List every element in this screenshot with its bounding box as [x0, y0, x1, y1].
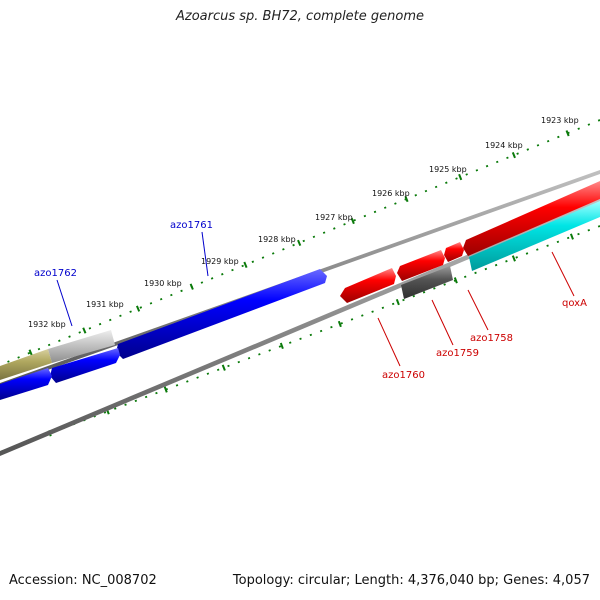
kbp-label-1923: 1923 kbp — [541, 116, 579, 125]
major-tick — [337, 320, 342, 328]
major-tick — [458, 173, 463, 181]
outer-tick-ring — [0, 119, 600, 366]
major-tick — [569, 233, 574, 240]
kbp-label-1925: 1925 kbp — [429, 165, 467, 174]
gene-azo1760[interactable] — [340, 268, 396, 303]
major-tick — [511, 255, 516, 262]
gene-label-azo1760[interactable]: azo1760 — [382, 370, 425, 381]
gene-blue-lower-left[interactable] — [0, 368, 52, 400]
kbp-label-1929: 1929 kbp — [201, 257, 239, 266]
inner-tick-ring — [0, 225, 600, 453]
major-tick — [243, 261, 248, 268]
kbp-label-1927: 1927 kbp — [315, 213, 353, 222]
kbp-label-1926: 1926 kbp — [372, 189, 410, 198]
kbp-label-1928: 1928 kbp — [258, 235, 296, 244]
major-tick — [82, 327, 87, 334]
gene-olive-segment[interactable] — [0, 349, 52, 380]
major-tick — [350, 217, 355, 225]
major-tick — [511, 152, 516, 159]
kbp-label-1924: 1924 kbp — [485, 141, 523, 150]
gene-azo1758-red[interactable] — [463, 181, 600, 256]
gene-blue-upper-start[interactable] — [50, 348, 120, 383]
major-tick — [395, 298, 400, 306]
gene-azo1762[interactable] — [48, 330, 115, 363]
major-tick — [28, 349, 33, 356]
gene-label-azo1759[interactable]: azo1759 — [436, 348, 479, 359]
major-tick — [404, 195, 409, 203]
major-tick — [189, 283, 194, 290]
gene-azo1759[interactable] — [401, 266, 453, 299]
major-tick — [565, 130, 570, 137]
gene-track-upper — [0, 269, 327, 400]
gene-azo1761[interactable] — [116, 269, 327, 359]
major-tick — [297, 239, 302, 246]
gene-label-leaders — [56, 231, 575, 367]
major-tick — [135, 305, 141, 312]
map-title: Azoarcus sp. BH72, complete genome — [175, 9, 425, 24]
kbp-label-1931: 1931 kbp — [86, 300, 124, 309]
gene-qoxA[interactable] — [469, 201, 600, 271]
genome-backbone — [0, 170, 600, 456]
accession-text: Accession: NC_008702 — [9, 573, 157, 588]
major-tick — [279, 342, 284, 350]
gene-label-azo1761[interactable]: azo1761 — [170, 220, 213, 231]
gene-label-qoxA[interactable]: qoxA — [562, 298, 587, 309]
gene-red-small[interactable] — [444, 242, 464, 262]
kbp-label-1930: 1930 kbp — [144, 279, 182, 288]
gene-label-azo1758[interactable]: azo1758 — [470, 333, 513, 344]
outer-major-ticks — [28, 130, 570, 356]
gene-label-azo1762[interactable]: azo1762 — [34, 268, 77, 279]
major-tick — [163, 386, 168, 393]
genome-summary-text: Topology: circular; Length: 4,376,040 bp… — [232, 573, 590, 588]
gene-track-forward — [340, 181, 600, 303]
kbp-label-1932: 1932 kbp — [28, 320, 66, 329]
gene-azo1759-upper[interactable] — [397, 250, 445, 281]
major-tick — [221, 364, 226, 371]
major-tick — [453, 277, 458, 284]
